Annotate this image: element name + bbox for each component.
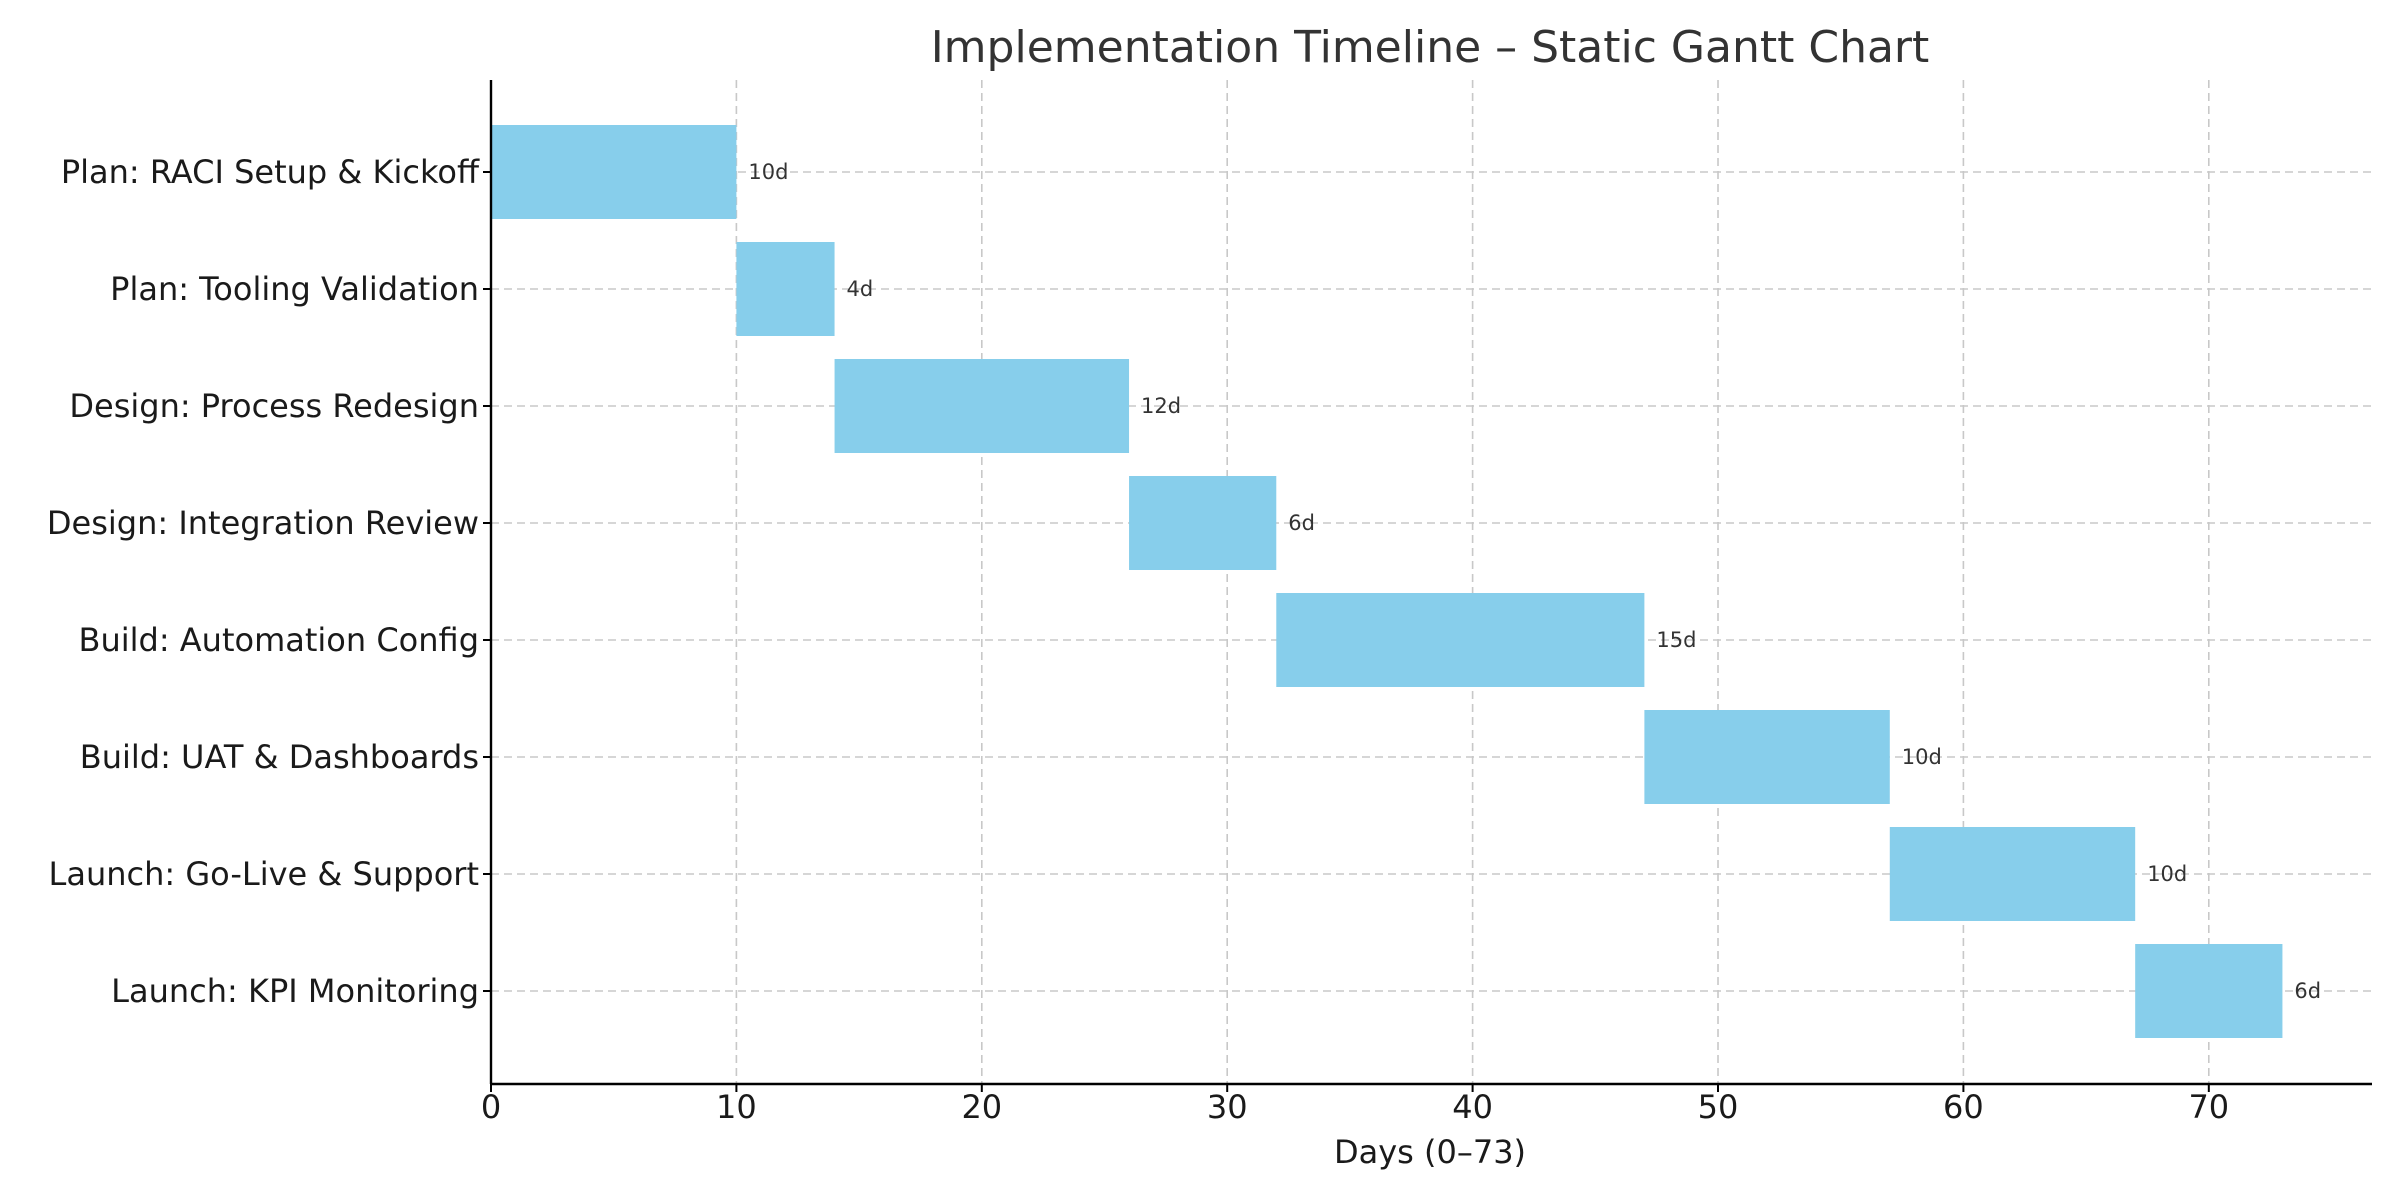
task-label: Design: Integration Review [47, 504, 479, 542]
x-axis-ticks: 0 10 20 30 40 50 60 70 [481, 171, 2229, 1126]
task-bar [491, 125, 737, 219]
x-tick-label: 50 [1698, 1088, 1739, 1126]
task-bar [1889, 827, 2136, 921]
x-tick-label: 30 [1207, 1088, 1248, 1126]
task-bar [2135, 944, 2283, 1038]
task-bar [736, 242, 835, 336]
task-label: Build: UAT & Dashboards [80, 738, 479, 776]
x-tick-label: 60 [1943, 1088, 1984, 1126]
chart-title: Implementation Timeline – Static Gantt C… [931, 22, 1930, 73]
duration-label: 4d [847, 277, 874, 301]
x-tick-label: 0 [481, 1088, 501, 1126]
task-bar [1276, 593, 1645, 687]
task-label: Build: Automation Config [79, 621, 480, 659]
x-tick-label: 40 [1452, 1088, 1493, 1126]
task-label: Plan: Tooling Validation [110, 270, 479, 308]
labels: Plan: RACI Setup & Kickoff 10d Plan: Tooli… [47, 153, 2321, 1010]
grid-lines [490, 80, 2372, 1084]
x-tick-label: 10 [716, 1088, 757, 1126]
x-tick-label: 70 [2188, 1088, 2229, 1126]
task-label: Design: Process Redesign [69, 387, 479, 425]
duration-label: 10d [1902, 745, 1942, 769]
duration-label: 10d [748, 160, 788, 184]
task-label: Launch: Go-Live & Support [49, 855, 479, 893]
duration-label: 10d [2147, 862, 2187, 886]
duration-label: 15d [1656, 628, 1696, 652]
duration-label: 6d [1288, 511, 1315, 535]
task-bar [834, 359, 1130, 453]
duration-label: 12d [1141, 394, 1181, 418]
task-label: Launch: KPI Monitoring [111, 972, 479, 1010]
task-bar [1129, 476, 1277, 570]
bars [491, 125, 2283, 1038]
task-label: Plan: RACI Setup & Kickoff [61, 153, 480, 191]
x-axis-label: Days (0–73) [1334, 1133, 1526, 1171]
task-bar [1644, 710, 1890, 804]
duration-label: 6d [2294, 979, 2321, 1003]
x-tick-label: 20 [961, 1088, 1002, 1126]
